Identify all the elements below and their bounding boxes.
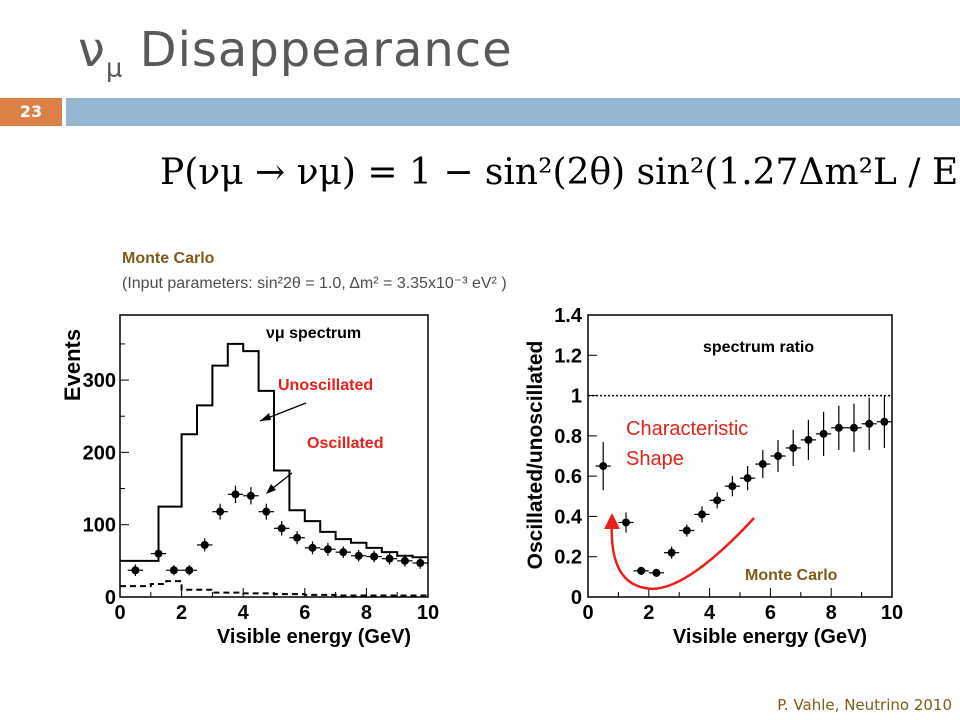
slide-title: νμ Disappearance — [78, 22, 513, 84]
ratio-point — [774, 452, 782, 460]
x-axis-label: Visible energy (GeV) — [217, 626, 411, 648]
ratio-point — [637, 566, 646, 575]
x-tick-label: 0 — [582, 602, 593, 624]
ratio-point — [850, 423, 858, 432]
header-bar — [66, 98, 960, 126]
background-histogram — [120, 580, 428, 597]
y-tick-label: 0.4 — [554, 506, 583, 528]
ratio-point — [834, 423, 843, 432]
oscillated-label: Oscillated — [307, 435, 383, 452]
unoscillated-histogram — [120, 342, 428, 562]
x-tick-label: 6 — [765, 602, 776, 624]
ratio-point — [728, 482, 737, 491]
oscillated-point — [262, 507, 271, 516]
slide-number-bar — [0, 98, 62, 126]
x-tick-label: 10 — [417, 602, 439, 624]
characteristic-shape-annotation: Characteristic Shape — [626, 418, 748, 470]
oscillated-arrowhead — [266, 484, 276, 494]
y-tick-label: 1.2 — [554, 345, 582, 367]
oscillated-point — [185, 566, 194, 575]
oscillated-point — [370, 552, 379, 561]
ratio-point — [713, 496, 722, 505]
y-tick-label: 0.8 — [554, 426, 582, 448]
y-tick-label: 100 — [83, 515, 116, 537]
oscillated-point — [231, 490, 240, 499]
oscillated-point — [308, 543, 317, 552]
ratio-point — [682, 526, 691, 535]
x-tick-label: 8 — [361, 602, 372, 624]
mc-params: (Input parameters: sin²2θ = 1.0, Δm² = 3… — [122, 275, 507, 292]
ratio-point — [758, 460, 767, 469]
characteristic-shape-arrowhead — [604, 513, 620, 529]
ratio-point — [880, 417, 889, 426]
annotation-word: Shape — [626, 448, 684, 470]
x-tick-label: 2 — [176, 602, 187, 624]
oscillated-point — [293, 533, 302, 542]
x-tick-label: 6 — [299, 602, 310, 624]
y-axis-label: Oscillated/unoscillated — [524, 341, 547, 570]
x-tick-label: 8 — [826, 602, 837, 624]
ratio-point — [743, 474, 752, 483]
y-tick-label: 0.2 — [554, 547, 582, 569]
ratio-point — [698, 510, 706, 519]
x-tick-label: 2 — [643, 602, 654, 624]
y-tick-label: 200 — [83, 442, 116, 464]
ratio-point — [599, 462, 608, 471]
oscillated-point — [216, 507, 225, 516]
oscillated-point — [200, 540, 209, 549]
oscillated-point — [339, 548, 348, 557]
mc-title: Monte Carlo — [122, 250, 215, 267]
oscillated-point — [246, 491, 255, 500]
footer-credit: P. Vahle, Neutrino 2010 — [777, 696, 952, 714]
monte-carlo-label: Monte Carlo — [745, 567, 838, 584]
oscillated-point — [323, 545, 332, 554]
oscillated-point — [400, 556, 409, 565]
ratio-point — [865, 419, 874, 428]
ratio-point — [667, 548, 676, 557]
oscillated-point — [277, 524, 286, 533]
ratio-point — [789, 443, 798, 452]
ratio-point — [652, 568, 661, 577]
annotation-word: Characteristic — [626, 418, 748, 440]
oscillated-point — [416, 559, 425, 568]
ratio-point — [819, 429, 828, 438]
oscillated-point — [354, 551, 363, 560]
oscillation-equation: P(νμ → νμ) = 1 − sin²(2θ) sin²(1.27Δm²L … — [160, 152, 960, 193]
spectrum-ratio-label: spectrum ratio — [703, 339, 814, 356]
y-tick-label: 0 — [105, 587, 116, 609]
spectrum-label: νμ spectrum — [266, 325, 361, 342]
x-tick-label: 0 — [114, 602, 125, 624]
x-tick-label: 10 — [881, 602, 903, 624]
x-tick-label: 4 — [238, 602, 250, 624]
unoscillated-arrowhead — [260, 413, 271, 421]
y-axis-label: Events — [60, 329, 85, 401]
unoscillated-label: Unoscillated — [278, 377, 373, 394]
x-tick-label: 4 — [704, 602, 716, 624]
y-tick-label: 0.6 — [554, 466, 582, 488]
y-tick-label: 1.4 — [554, 305, 583, 327]
characteristic-shape-curve — [610, 517, 755, 591]
slide-number: 23 — [19, 102, 43, 121]
y-tick-label: 300 — [83, 370, 116, 392]
spectrum-ratio-chart: 0 2 4 6 8 10 0 0.2 0.4 0.6 0.8 1 1.2 1.4 Visible energ… — [524, 305, 903, 648]
ratio-point — [622, 518, 630, 527]
oscillated-point — [169, 566, 178, 575]
ratio-point — [804, 435, 813, 444]
y-tick-label: 0 — [571, 587, 582, 609]
oscillated-point — [385, 554, 394, 563]
oscillated-point — [131, 566, 140, 575]
y-tick-label: 1 — [571, 386, 582, 408]
oscillated-point — [154, 549, 163, 558]
x-axis-label: Visible energy (GeV) — [673, 626, 867, 648]
